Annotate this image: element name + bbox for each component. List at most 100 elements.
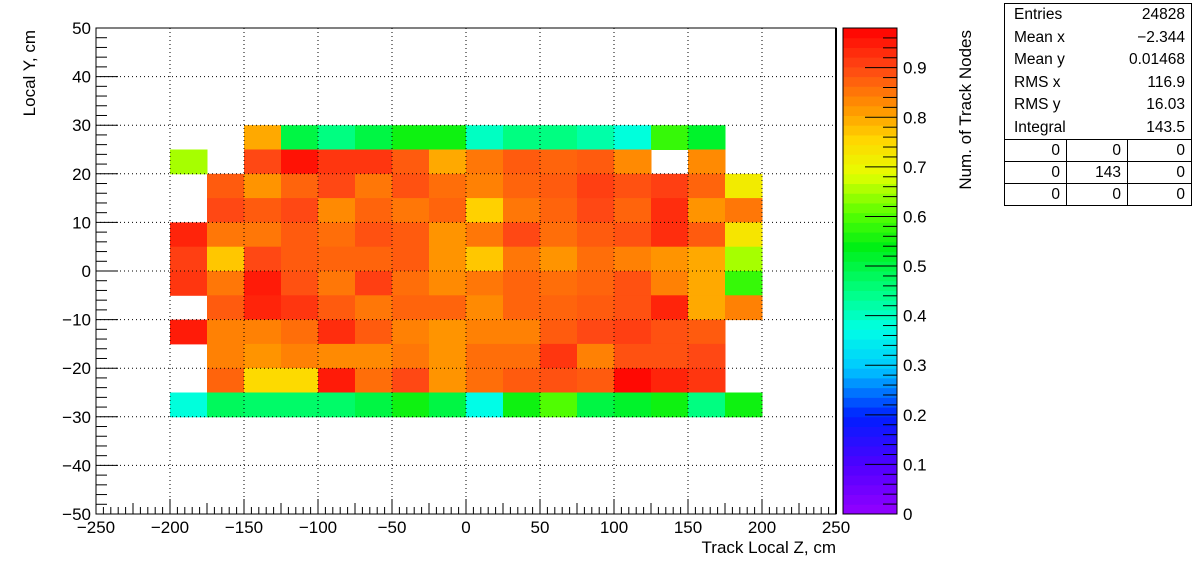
heatmap-cell	[503, 125, 541, 150]
x-tick-label: 200	[748, 518, 776, 537]
heatmap-cell	[540, 319, 578, 345]
heatmap-cell	[355, 173, 393, 199]
heatmap-cell	[318, 125, 356, 150]
heatmap-cell	[355, 368, 393, 393]
heatmap-cell	[540, 246, 578, 272]
heatmap-cell	[281, 125, 319, 150]
heatmap-cell	[207, 368, 245, 393]
y-tick-label: 50	[72, 19, 91, 38]
palette-band	[843, 280, 897, 291]
z-tick-label: 0.8	[903, 108, 927, 127]
palette-band	[843, 125, 897, 136]
heatmap-cell	[244, 368, 282, 393]
palette-band	[843, 300, 897, 311]
heatmap-cell	[614, 246, 652, 272]
heatmap-cell	[170, 271, 208, 296]
x-tick-label: −100	[299, 518, 337, 537]
heatmap-cell	[651, 173, 689, 199]
palette-band	[843, 290, 897, 301]
heatmap-cell	[355, 149, 393, 175]
heatmap-cell	[725, 246, 763, 272]
heatmap-cell	[207, 392, 245, 418]
heatmap-cell	[466, 173, 504, 199]
palette-band	[843, 465, 897, 476]
heatmap-cell	[318, 319, 356, 345]
y-tick-label: 0	[82, 262, 91, 281]
heatmap-cell	[207, 246, 245, 272]
overflow-cell: 0	[1128, 161, 1191, 183]
palette-band	[843, 504, 897, 515]
x-tick-label: 250	[822, 518, 850, 537]
heatmap-cell	[577, 246, 615, 272]
overflow-cell: 0	[1066, 139, 1128, 161]
heatmap-cell	[466, 198, 504, 223]
heatmap-cell	[170, 246, 208, 272]
heatmap-cell	[466, 295, 504, 321]
heatmap-cell	[392, 149, 430, 175]
heatmap-cell	[503, 246, 541, 272]
heatmap-cells	[170, 125, 763, 418]
heatmap-cell	[503, 319, 541, 345]
stats-row-rms-y: RMS y 16.03	[1005, 94, 1191, 117]
palette-band	[843, 271, 897, 282]
y-axis-title: Local Y, cm	[20, 30, 39, 116]
heatmap-cell	[207, 173, 245, 199]
heatmap-cell	[244, 125, 282, 150]
y-tick-label: −10	[62, 311, 91, 330]
palette-band	[843, 407, 897, 418]
heatmap-cell	[318, 368, 356, 393]
heatmap-cell	[651, 246, 689, 272]
heatmap-cell	[688, 222, 726, 248]
heatmap-cell	[725, 222, 763, 248]
heatmap-cell	[466, 246, 504, 272]
heatmap-cell	[614, 149, 652, 175]
heatmap-cell	[429, 246, 467, 272]
heatmap-cell	[170, 149, 208, 175]
heatmap-cell	[429, 319, 467, 345]
palette-band	[843, 436, 897, 447]
palette-band	[843, 329, 897, 340]
heatmap-cell	[355, 246, 393, 272]
heatmap-cell	[503, 149, 541, 175]
heatmap-cell	[318, 173, 356, 199]
heatmap-cell	[577, 198, 615, 223]
z-tick-label: 0.4	[903, 307, 927, 326]
heatmap-cell	[466, 368, 504, 393]
heatmap-cell	[244, 222, 282, 248]
heatmap-cell	[614, 392, 652, 418]
overflow-cell: 0	[1005, 183, 1066, 205]
heatmap-cell	[244, 295, 282, 321]
heatmap-cell	[688, 392, 726, 418]
x-tick-label: 150	[674, 518, 702, 537]
palette-band	[843, 348, 897, 359]
overflow-cell: 0	[1005, 161, 1066, 183]
heatmap-cell	[651, 295, 689, 321]
heatmap-cell	[244, 173, 282, 199]
palette-band	[843, 183, 897, 194]
palette-band	[843, 494, 897, 505]
palette-band	[843, 455, 897, 466]
palette-band	[843, 309, 897, 321]
heatmap-cell	[688, 368, 726, 393]
heatmap-cell	[577, 392, 615, 418]
stats-value: 0.01468	[1128, 51, 1185, 68]
x-tick-label: 0	[461, 518, 470, 537]
stats-row-mean-x: Mean x −2.344	[1005, 27, 1191, 50]
heatmap-cell	[281, 295, 319, 321]
heatmap-cell	[244, 392, 282, 418]
heatmap-cell	[540, 198, 578, 223]
heatmap-cell	[503, 295, 541, 321]
palette-band	[843, 134, 897, 146]
heatmap-cell	[244, 343, 282, 369]
palette-band	[843, 232, 897, 243]
heatmap-cell	[355, 319, 393, 345]
heatmap-cell	[503, 198, 541, 223]
heatmap-cell	[614, 271, 652, 296]
palette-band	[843, 115, 897, 126]
palette-band	[843, 37, 897, 48]
palette-band	[843, 28, 897, 39]
z-tick-label: 0	[903, 505, 912, 524]
z-tick-label: 0.6	[903, 207, 927, 226]
z-tick-label: 0.5	[903, 257, 927, 276]
